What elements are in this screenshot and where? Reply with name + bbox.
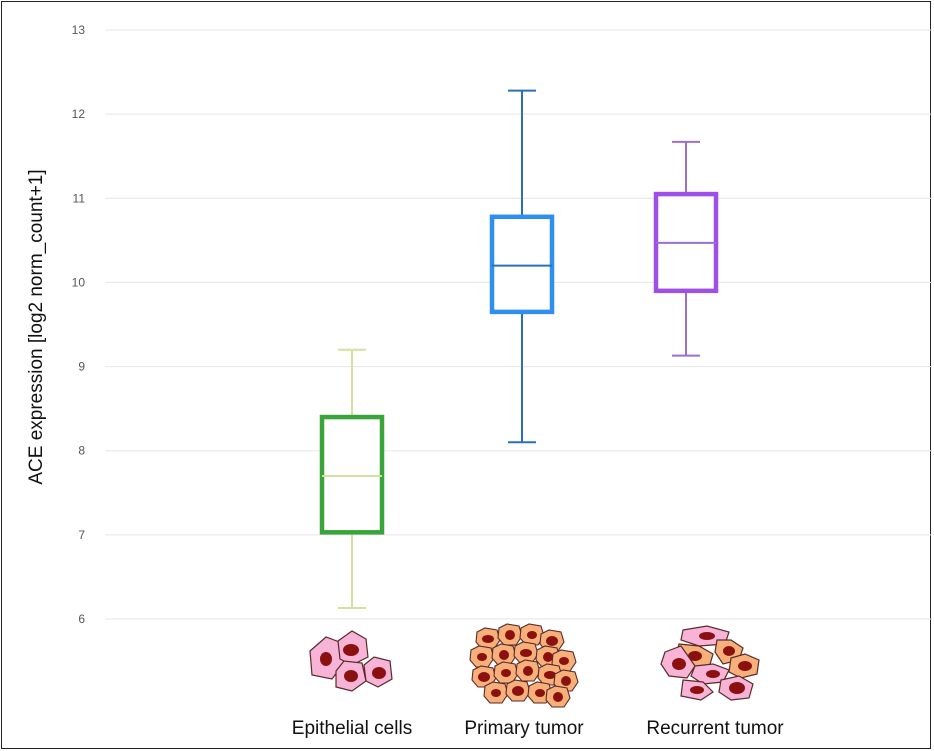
y-tick-label: 11 — [73, 191, 86, 205]
boxes — [319, 89, 719, 610]
cell-nucleus — [546, 636, 558, 646]
epithelial-cells-icon — [309, 630, 393, 692]
category-label: Recurrent tumor — [646, 718, 784, 739]
cell-nucleus — [523, 666, 533, 676]
y-tick-label: 8 — [78, 444, 85, 458]
cell-nucleus — [499, 650, 509, 660]
tumor-cell — [471, 665, 497, 688]
box-epithelial-cells — [319, 348, 385, 610]
y-tick-labels: 6 7 8 9 10 11 12 13 — [72, 23, 86, 626]
tumor-cell — [475, 627, 501, 650]
cell-nucleus — [478, 672, 490, 682]
cell-nucleus — [501, 669, 511, 677]
cell-nucleus — [543, 652, 553, 662]
cell-nucleus — [559, 657, 569, 665]
cell-nucleus — [477, 653, 487, 661]
iqr-box — [489, 214, 555, 315]
tumor-cell — [545, 685, 571, 708]
y-tick-label: 13 — [72, 23, 86, 37]
cell-nucleus — [520, 649, 532, 657]
box-primary-tumor — [489, 89, 555, 444]
cell-illustrations — [309, 623, 760, 708]
category-label: Primary tumor — [464, 718, 584, 739]
primary-tumor-cells-icon — [469, 623, 579, 708]
tumor-cell — [483, 681, 509, 704]
cell-nucleus — [561, 676, 571, 686]
tumor-cell — [505, 679, 531, 702]
cell-nucleus — [482, 635, 494, 643]
cell-nucleus — [553, 692, 563, 702]
tumor-cell — [513, 641, 539, 664]
y-tick-label: 10 — [72, 275, 86, 289]
y-tick-label: 6 — [78, 612, 85, 626]
y-axis-label: ACE expression [log2 norm_count+1] — [26, 169, 47, 484]
x-category-labels: Epithelial cells Primary tumor Recurrent t… — [292, 718, 785, 739]
cell-nucleus — [491, 689, 501, 697]
y-tick-label: 12 — [72, 107, 86, 121]
iqr-box — [319, 414, 385, 535]
cell-nucleus — [512, 686, 524, 696]
cell-nucleus — [505, 630, 515, 640]
tumor-cell — [515, 659, 541, 682]
y-tick-label: 7 — [78, 528, 85, 542]
y-tick-label: 9 — [78, 360, 85, 374]
grid-lines — [105, 29, 932, 620]
cell-nucleus — [527, 631, 537, 639]
cell-nucleus — [535, 689, 545, 697]
tumor-cell — [497, 623, 523, 646]
box-recurrent-tumor — [653, 140, 719, 357]
tumor-cell — [553, 669, 579, 692]
category-label: Epithelial cells — [292, 718, 412, 739]
tumor-cell — [493, 661, 519, 684]
tumor-cell — [469, 645, 495, 668]
tumor-cell — [491, 643, 517, 666]
cell-nucleus — [544, 671, 556, 679]
recurrent-tumor-cells-icon — [660, 625, 760, 701]
